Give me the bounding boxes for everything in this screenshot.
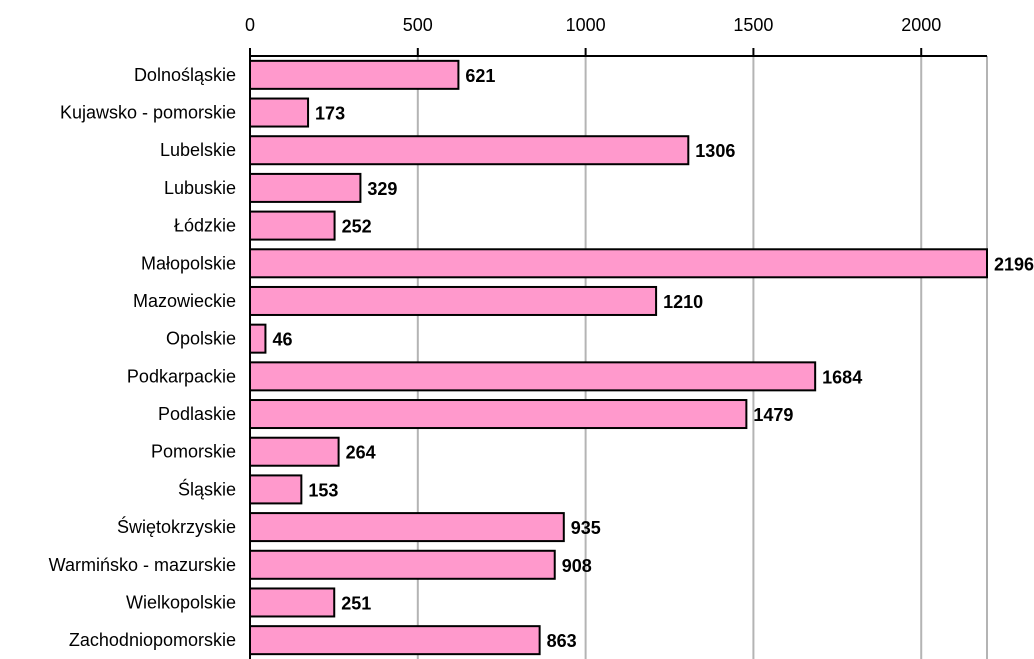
value-label: 1684 [822,367,862,387]
category-label: Opolskie [166,329,236,349]
category-label: Warmińsko - mazurskie [49,555,236,575]
value-label: 908 [562,556,592,576]
value-label: 329 [367,179,397,199]
bar-3 [249,135,690,166]
value-label: 1306 [695,141,735,161]
category-label: Dolnośląskie [134,65,236,85]
bar-15 [249,587,336,618]
category-label: Lubuskie [164,178,236,198]
category-label: Podkarpackie [127,366,236,386]
x-axis-ticks: 0 500 1000 1500 2000 [245,15,941,35]
value-label: 252 [342,217,372,237]
value-label: 863 [547,631,577,651]
bar-6 [249,248,988,279]
category-label: Mazowieckie [133,291,236,311]
bars-layer [249,59,988,656]
value-label: 173 [315,104,345,124]
value-label: 935 [571,518,601,538]
value-labels: 621 173 1306 329 252 2196 1210 46 1684 1479 264 153… [272,66,1034,651]
category-label: Pomorskie [151,442,236,462]
bar-2 [249,97,310,128]
value-label: 621 [465,66,495,86]
bar-16 [249,625,541,656]
axis-layer [249,48,987,659]
bar-8 [249,323,267,354]
value-label: 153 [308,480,338,500]
category-label: Kujawsko - pomorskie [60,103,236,123]
bar-7 [249,285,658,316]
x-tick-label-1500: 1500 [733,15,773,35]
bar-11 [249,436,340,467]
bar-5 [249,210,336,241]
value-label: 1210 [663,292,703,312]
x-tick-label-0: 0 [245,15,255,35]
category-label: Śląskie [178,478,236,499]
x-tick-label-500: 500 [403,15,433,35]
value-label: 251 [341,593,371,613]
value-label: 2196 [994,254,1034,274]
category-label: Zachodniopomorskie [69,630,236,650]
category-label: Wielkopolskie [126,592,236,612]
bar-14 [249,549,556,580]
category-label: Lubelskie [160,140,236,160]
bar-1 [249,59,460,90]
value-label: 264 [346,443,376,463]
x-tick-label-1000: 1000 [566,15,606,35]
category-label: Podlaskie [158,404,236,424]
bar-4 [249,172,362,203]
bar-9 [249,361,817,392]
category-label: Łódzkie [174,216,236,236]
bar-10 [249,399,748,430]
value-label: 46 [272,330,292,350]
bar-13 [249,512,565,543]
x-tick-label-2000: 2000 [901,15,941,35]
category-label: Małopolskie [141,253,236,273]
category-label: Świętokrzyskie [117,516,236,537]
value-label: 1479 [753,405,793,425]
category-labels: Dolnośląskie Kujawsko - pomorskie Lubelski… [49,65,236,650]
bar-12 [249,474,303,505]
